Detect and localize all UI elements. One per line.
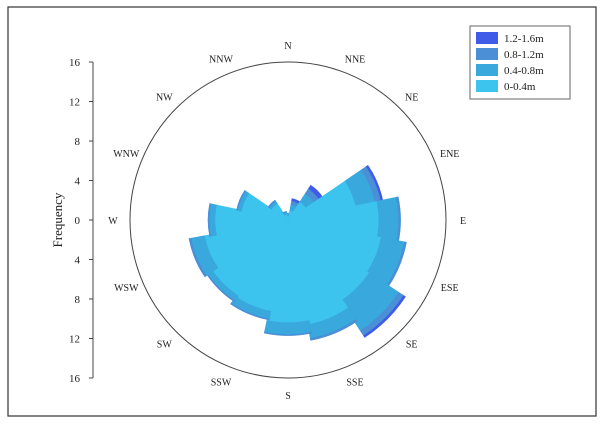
direction-label-ene: ENE [440,149,459,160]
direction-label-ne: NE [405,92,418,103]
legend-label: 0.8-1.2m [504,49,544,61]
rose-bar-nnw-series-2 [282,210,287,214]
direction-label-nw: NW [156,92,173,103]
direction-label-wsw: WSW [114,283,139,294]
direction-label-n: N [284,41,291,52]
legend-swatch [476,64,498,76]
legend: 1.2-1.6m 0.8-1.2m 0.4-0.8m 0-0.4m [469,25,571,100]
rose-bar-s-series-1 [264,320,312,335]
rose-bar-sse-series-2 [309,319,358,341]
rose-bar-e-series-1 [376,196,399,244]
rose-bar-ssw-series-2 [230,302,270,321]
y-tick-label: 8 [75,294,81,306]
rose-bar-s-series-2 [263,331,313,336]
direction-label-nne: NNE [345,54,366,65]
direction-labels: N NNE NE ENE E ESE SE SSE S SSW SW WSW W WNW NW NNW [108,41,466,402]
y-tick-label: 4 [75,255,81,267]
legend-swatch [476,48,498,60]
rose-bar-nw-series-2 [267,199,276,208]
legend-label: 1.2-1.6m [504,33,544,45]
y-ticks: 16 12 8 4 0 4 8 12 16 [69,57,93,385]
legend-label: 0.4-0.8m [504,65,544,77]
rose-layer [188,164,407,341]
direction-label-nnw: NNW [209,54,233,65]
outer-circle [129,61,447,379]
legend-swatch [476,80,498,92]
rose-bar-wnw-series-2 [236,190,247,211]
y-axis-label: Frequency [50,192,65,247]
rose-bar-wsw-series-2 [188,237,207,278]
y-tick-label: 16 [69,373,81,385]
direction-label-w: W [108,216,118,227]
direction-label-s: S [285,391,291,402]
direction-label-ssw: SSW [211,378,232,389]
direction-label-sw: SW [157,340,173,351]
legend-label: 0-0.4m [504,81,536,93]
y-tick-label: 8 [75,136,81,148]
y-tick-label: 12 [69,334,80,346]
rose-bar-se-series-3 [363,295,406,338]
direction-label-ese: ESE [441,283,459,294]
direction-label-se: SE [406,340,418,351]
y-axis: 16 12 8 4 0 4 8 12 16 Frequency [50,57,94,385]
direction-label-sse: SSE [346,378,363,389]
direction-label-wnw: WNW [113,149,140,160]
y-tick-label: 12 [69,97,80,109]
y-tick-label: 0 [75,215,81,227]
rose-bar-w-series-2 [207,203,212,237]
y-tick-label: 4 [75,176,81,188]
legend-swatch [476,32,498,44]
direction-label-e: E [460,216,466,227]
y-tick-label: 16 [69,57,81,69]
